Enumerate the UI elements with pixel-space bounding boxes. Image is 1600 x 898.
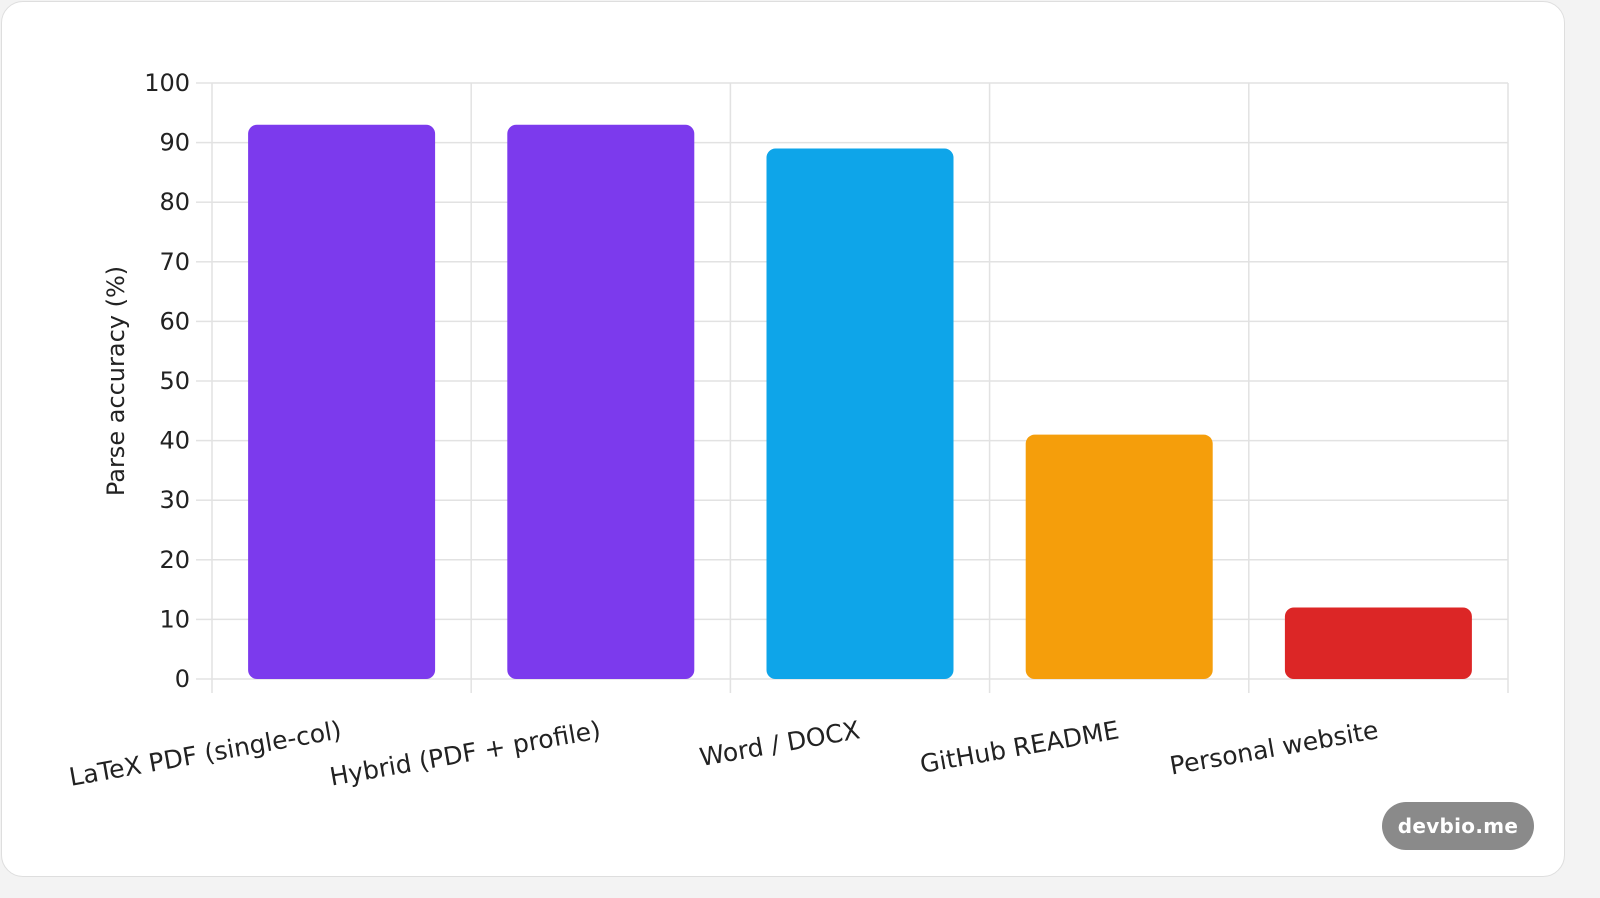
bar xyxy=(1025,434,1213,679)
y-tick-label: 100 xyxy=(144,69,190,97)
y-tick-label: 30 xyxy=(159,486,190,514)
bar xyxy=(248,124,436,680)
y-tick-label: 70 xyxy=(159,248,190,276)
devbio-badge[interactable]: devbio.me xyxy=(1382,802,1534,850)
y-tick-label: 60 xyxy=(159,307,190,335)
y-tick-label: 90 xyxy=(159,129,190,157)
y-tick-label: 40 xyxy=(159,427,190,455)
y-tick-label: 10 xyxy=(159,605,190,633)
bar xyxy=(507,124,695,680)
y-tick-label: 50 xyxy=(159,367,190,395)
y-axis-ticks: 0 10 20 30 40 50 60 70 80 90 100 xyxy=(144,69,190,693)
bars xyxy=(248,124,1472,680)
x-tick-label: Word / DOCX xyxy=(697,715,862,772)
y-tick-label: 80 xyxy=(159,188,190,216)
x-tick-label: GitHub README xyxy=(918,715,1121,779)
x-tick-label: Hybrid (PDF + profile) xyxy=(327,715,602,791)
y-axis-label: Parse accuracy (%) xyxy=(102,266,130,496)
bar xyxy=(1284,607,1472,679)
x-tick-label: Personal website xyxy=(1168,715,1381,780)
bar xyxy=(766,148,954,679)
y-tick-label: 20 xyxy=(159,546,190,574)
x-axis-ticks: LaTeX PDF (single-col)Hybrid (PDF + prof… xyxy=(67,715,1381,791)
x-tick-label: LaTeX PDF (single-col) xyxy=(67,715,344,791)
y-tick-label: 0 xyxy=(175,665,190,693)
